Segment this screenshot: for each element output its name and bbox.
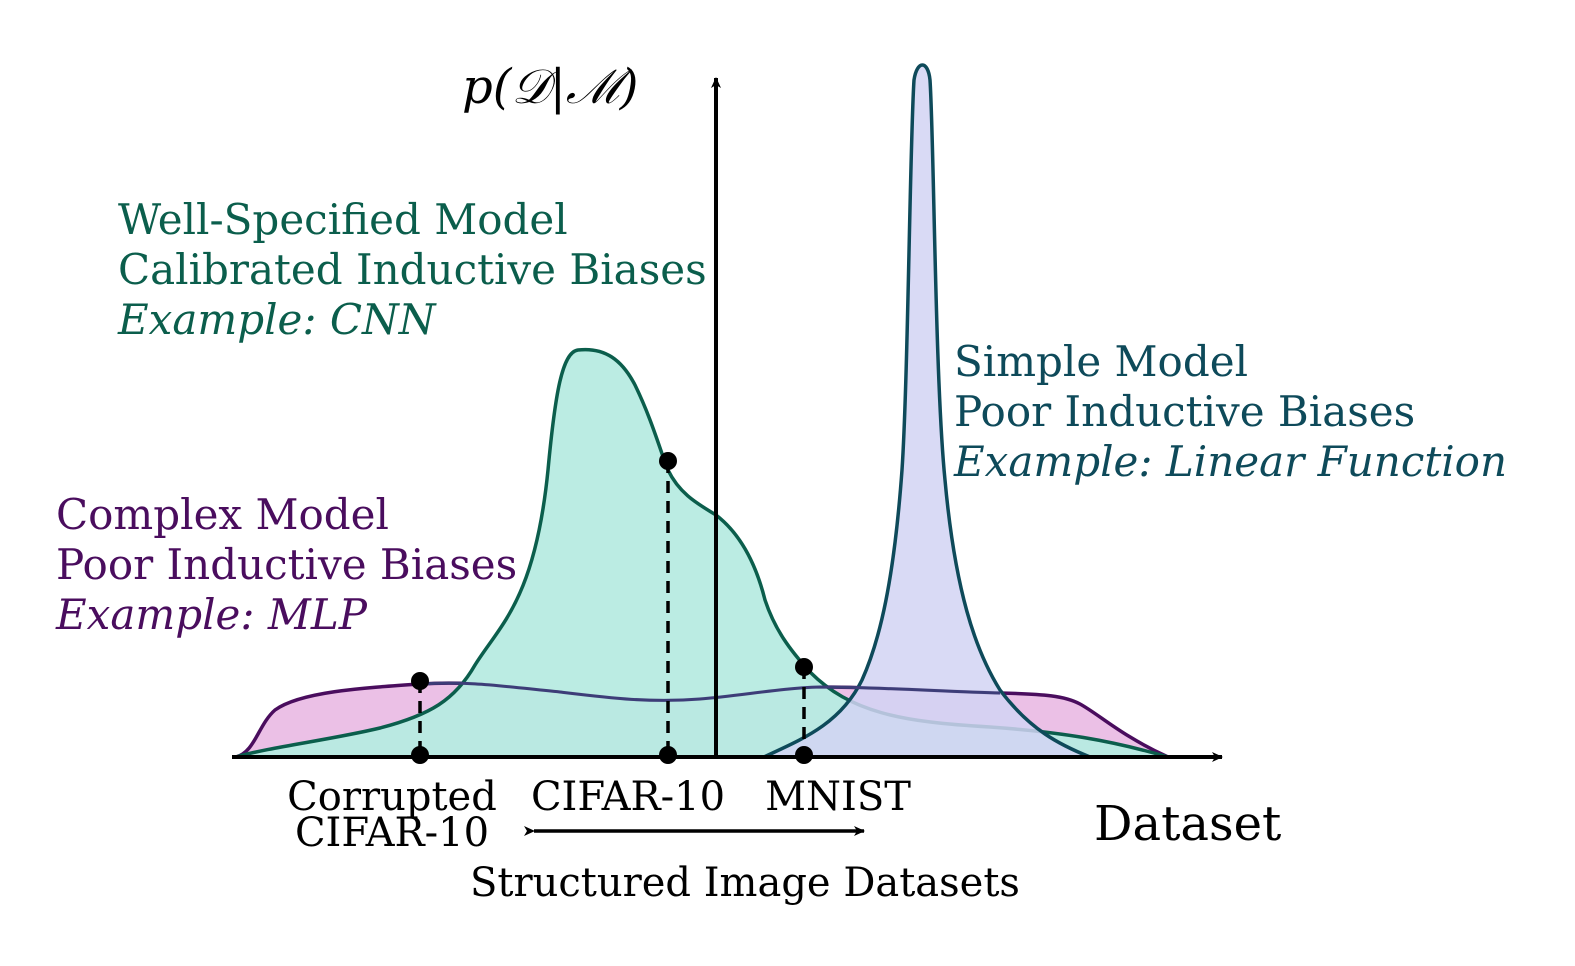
complex-title: Complex Model: [56, 490, 389, 539]
corrupted-cifar-axis-point: [411, 746, 429, 764]
well-specified-subtitle: Calibrated Inductive Biases: [118, 245, 707, 294]
simple-subtitle: Poor Inductive Biases: [954, 387, 1415, 436]
complex-model-outline-overlay: [419, 681, 1001, 702]
complex-subtitle: Poor Inductive Biases: [56, 540, 517, 589]
simple-title: Simple Model: [954, 337, 1248, 386]
well-specified-title: Well-Specified Model: [118, 195, 568, 244]
mnist-label: MNIST: [765, 774, 911, 820]
cifar-label: CIFAR-10: [531, 774, 725, 820]
simple-model-curve: [763, 63, 1091, 759]
structured-datasets-label: Structured Image Datasets: [470, 860, 1020, 906]
y-axis-label: p(𝒟|ℳ): [462, 59, 638, 115]
mnist-curve-point: [795, 658, 813, 676]
well-specified-example: Example: CNN: [117, 295, 437, 344]
corrupted-cifar-label-line1: Corrupted: [287, 774, 497, 820]
x-axis-label: Dataset: [1094, 796, 1281, 852]
corrupted-cifar-curve-point: [411, 672, 429, 690]
complex-example: Example: MLP: [55, 590, 368, 639]
cifar-curve-point: [659, 452, 677, 470]
corrupted-cifar-label-line2: CIFAR-10: [295, 810, 489, 856]
mnist-axis-point: [795, 746, 813, 764]
simple-example: Example: Linear Function: [953, 437, 1507, 486]
cifar-axis-point: [659, 746, 677, 764]
